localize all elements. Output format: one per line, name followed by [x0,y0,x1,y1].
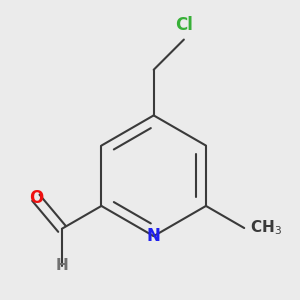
Text: N: N [147,227,160,245]
Text: H: H [56,258,68,273]
Text: CH$_3$: CH$_3$ [250,219,282,237]
Text: Cl: Cl [175,16,193,34]
Text: O: O [29,189,43,207]
